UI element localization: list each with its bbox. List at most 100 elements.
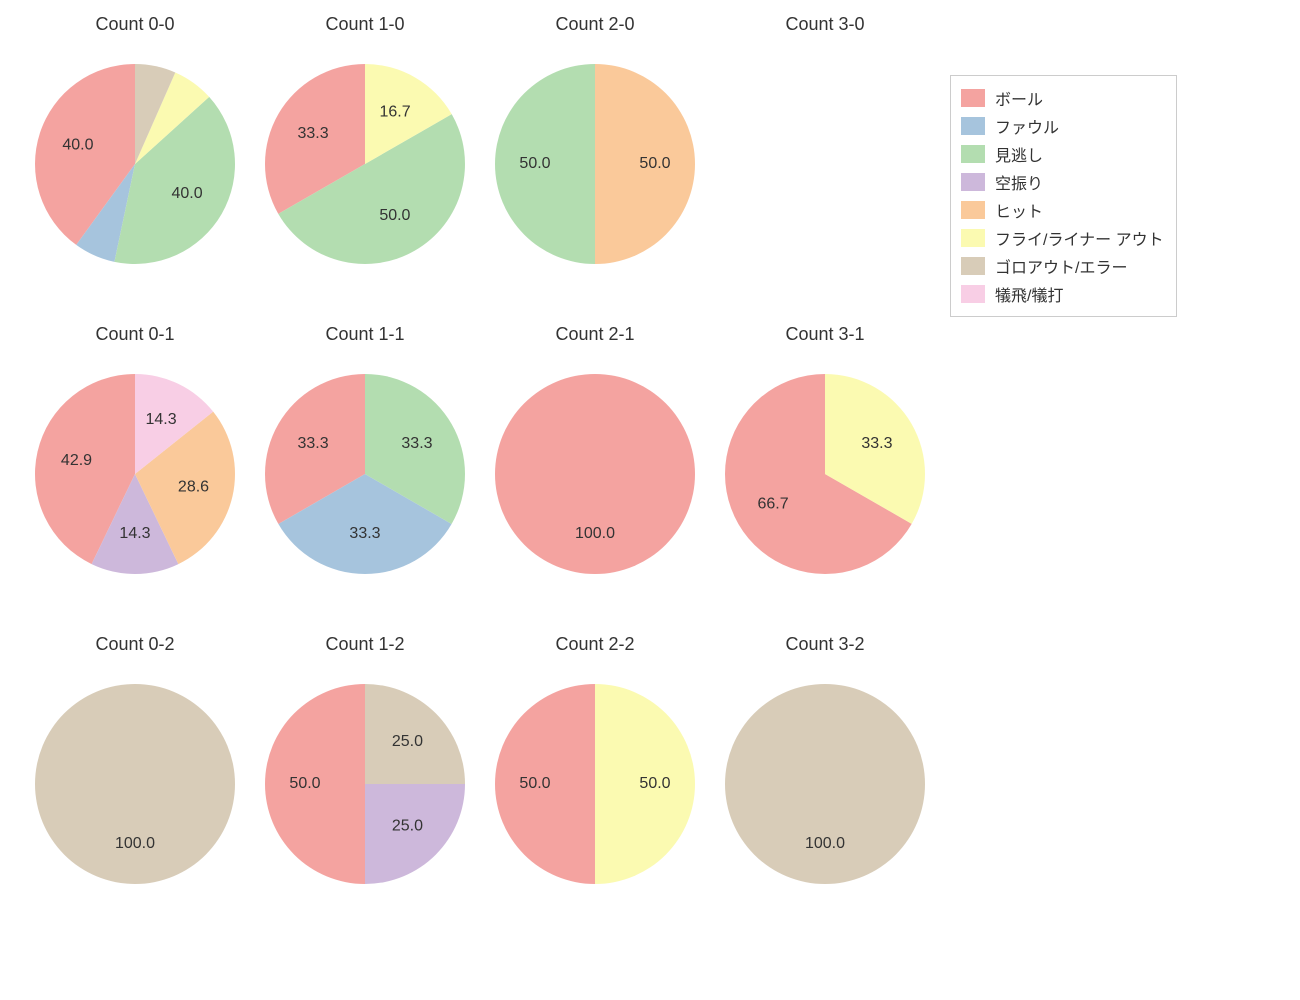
slice-groundout (35, 684, 235, 884)
pie-c31: 66.7 33.3 (725, 374, 925, 574)
legend-item-look: 見逃し (961, 140, 1164, 168)
pie-wrap: 50.0 50.0 (495, 684, 695, 884)
panel-title: Count 3-1 (710, 320, 940, 354)
panel-c22: Count 2-2 50.0 50.0 (480, 630, 710, 930)
legend-swatch (961, 257, 985, 275)
legend-item-foul: ファウル (961, 112, 1164, 140)
panel-title: Count 0-2 (20, 630, 250, 664)
panel-c30: Count 3-0 (710, 10, 940, 310)
legend-swatch (961, 173, 985, 191)
slice-label-flyout: 33.3 (861, 435, 892, 452)
panel-title: Count 1-2 (250, 630, 480, 664)
panel-title: Count 2-0 (480, 10, 710, 44)
panel-title: Count 2-1 (480, 320, 710, 354)
legend-label: 空振り (995, 170, 1043, 194)
panel-title: Count 0-0 (20, 10, 250, 44)
pie-c21: 100.0 (495, 374, 695, 574)
panel-c21: Count 2-1 100.0 (480, 320, 710, 620)
chart-grid: Count 0-040.040.0Count 1-033.350.016.7Co… (0, 0, 1300, 1000)
legend-swatch (961, 117, 985, 135)
panel-c10: Count 1-0 33.3 50.0 16.7 (250, 10, 480, 310)
panel-title: Count 3-0 (710, 10, 940, 44)
pie-wrap: 40.0 40.0 (35, 64, 235, 264)
legend-swatch (961, 229, 985, 247)
legend-item-flyout: フライ/ライナー アウト (961, 224, 1164, 252)
legend-label: ボール (995, 86, 1043, 110)
slice-label-hit: 50.0 (639, 155, 670, 172)
legend-label: フライ/ライナー アウト (995, 226, 1164, 250)
legend-swatch (961, 285, 985, 303)
pie-c20: 50.0 50.0 (495, 64, 695, 264)
panel-c12: Count 1-2 50.0 25.0 25.0 (250, 630, 480, 930)
pie-wrap: 100.0 (495, 374, 695, 574)
panel-title: Count 1-0 (250, 10, 480, 44)
pie-c32: 100.0 (725, 684, 925, 884)
slice-label-look: 50.0 (379, 207, 410, 224)
pie-wrap: 66.7 33.3 (725, 374, 925, 574)
pie-c02: 100.0 (35, 684, 235, 884)
slice-label-ball: 50.0 (289, 775, 320, 792)
legend-swatch (961, 145, 985, 163)
panel-c00: Count 0-0 40.0 40.0 (20, 10, 250, 310)
pie-wrap: 100.0 (35, 684, 235, 884)
panel-c01: Count 0-1 42.9 14.3 28.6 14.3 (20, 320, 250, 620)
legend-item-groundout: ゴロアウト/エラー (961, 252, 1164, 280)
slice-label-foul: 33.3 (349, 525, 380, 542)
legend: ボールファウル見逃し空振りヒットフライ/ライナー アウトゴロアウト/エラー犠飛/… (950, 75, 1177, 317)
pie-c12: 50.0 25.0 25.0 (265, 684, 465, 884)
panel-c20: Count 2-0 50.0 50.0 (480, 10, 710, 310)
pie-wrap (725, 64, 925, 264)
legend-label: 見逃し (995, 142, 1043, 166)
panel-c31: Count 3-1 66.7 33.3 (710, 320, 940, 620)
legend-swatch (961, 89, 985, 107)
slice-label-look: 50.0 (519, 155, 550, 172)
pie-c10: 33.3 50.0 16.7 (265, 64, 465, 264)
slice-label-ball: 66.7 (757, 495, 788, 512)
slice-label-swing: 25.0 (392, 818, 423, 835)
pie-c00: 40.0 40.0 (35, 64, 235, 264)
slice-label-ball: 33.3 (297, 125, 328, 142)
slice-label-ball: 33.3 (297, 435, 328, 452)
slice-label-swing: 14.3 (119, 525, 150, 542)
panel-title: Count 3-2 (710, 630, 940, 664)
slice-label-ball: 42.9 (61, 452, 92, 469)
panel-title: Count 2-2 (480, 630, 710, 664)
legend-item-sac: 犠飛/犠打 (961, 280, 1164, 308)
pie-wrap: 33.3 33.3 33.3 (265, 374, 465, 574)
pie-wrap: 50.0 50.0 (495, 64, 695, 264)
legend-item-hit: ヒット (961, 196, 1164, 224)
pie-c22: 50.0 50.0 (495, 684, 695, 884)
legend-label: ゴロアウト/エラー (995, 254, 1127, 278)
slice-label-sac: 14.3 (145, 411, 176, 428)
legend-label: ファウル (995, 114, 1059, 138)
pie-wrap: 42.9 14.3 28.6 14.3 (35, 374, 235, 574)
slice-label-look: 33.3 (401, 435, 432, 452)
slice-label-ball: 50.0 (519, 775, 550, 792)
panel-title: Count 0-1 (20, 320, 250, 354)
legend-item-swing: 空振り (961, 168, 1164, 196)
slice-groundout (725, 684, 925, 884)
slice-label-groundout: 100.0 (805, 835, 845, 852)
slice-label-hit: 28.6 (178, 479, 209, 496)
panel-c11: Count 1-1 33.3 33.3 33.3 (250, 320, 480, 620)
slice-label-groundout: 100.0 (115, 835, 155, 852)
pie-c30 (725, 64, 925, 264)
slice-label-groundout: 25.0 (392, 733, 423, 750)
slice-label-flyout: 50.0 (639, 775, 670, 792)
pie-wrap: 33.3 50.0 16.7 (265, 64, 465, 264)
panel-c02: Count 0-2 100.0 (20, 630, 250, 930)
slice-label-look: 40.0 (171, 185, 202, 202)
slice-label-flyout: 16.7 (379, 103, 410, 120)
panel-c32: Count 3-2 100.0 (710, 630, 940, 930)
slice-label-ball: 100.0 (575, 525, 615, 542)
pie-wrap: 50.0 25.0 25.0 (265, 684, 465, 884)
legend-label: 犠飛/犠打 (995, 282, 1063, 306)
legend-label: ヒット (995, 198, 1043, 222)
legend-item-ball: ボール (961, 84, 1164, 112)
legend-swatch (961, 201, 985, 219)
pie-c11: 33.3 33.3 33.3 (265, 374, 465, 574)
panel-title: Count 1-1 (250, 320, 480, 354)
slice-label-ball: 40.0 (62, 137, 93, 154)
slice-ball (495, 374, 695, 574)
pie-wrap: 100.0 (725, 684, 925, 884)
